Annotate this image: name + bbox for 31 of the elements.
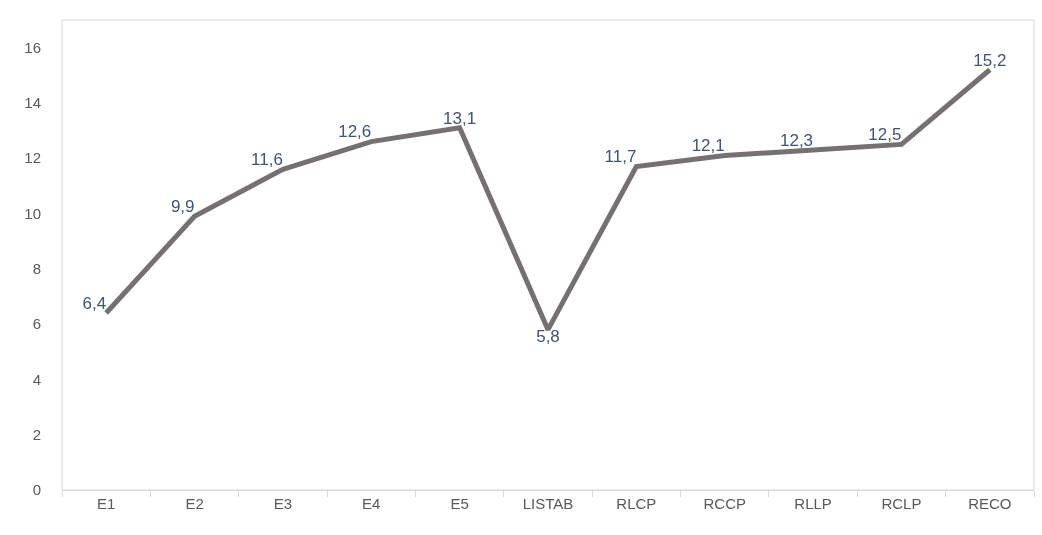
data-label: 11,6	[251, 150, 283, 170]
y-tick-label: 12	[24, 149, 41, 167]
data-label: 12,6	[338, 122, 372, 142]
y-tick-label: 4	[32, 370, 41, 388]
y-tick-label: 16	[24, 38, 41, 56]
data-label: 6,4	[82, 293, 107, 313]
data-label: 5,8	[536, 327, 560, 347]
x-tick-label: RLLP	[794, 495, 832, 512]
y-tick-label: 0	[32, 481, 41, 499]
data-label: 13,1	[443, 108, 477, 128]
x-tick-label: E4	[362, 495, 381, 512]
data-label: 11,7	[604, 147, 637, 167]
x-tick-label: RCCP	[703, 495, 746, 512]
x-tick-label: E1	[97, 495, 116, 512]
x-tick-label: RLCP	[616, 495, 657, 512]
data-label: 15,2	[973, 50, 1007, 70]
x-tick-label: LISTAB	[522, 495, 574, 512]
data-label: 12,5	[868, 125, 902, 145]
x-tick-label: RECO	[968, 495, 1012, 512]
data-label: 9,9	[170, 197, 195, 217]
data-label: 12,1	[691, 136, 725, 156]
y-tick-label: 10	[24, 204, 41, 222]
y-tick-label: 2	[32, 425, 41, 443]
y-tick-label: 14	[24, 94, 41, 112]
data-label: 12,3	[780, 130, 814, 150]
y-tick-label: 6	[32, 315, 41, 333]
x-tick-label: RCLP	[881, 495, 922, 512]
x-tick-label: E3	[273, 495, 293, 512]
y-tick-label: 8	[32, 260, 41, 278]
x-tick-label: E2	[185, 495, 204, 512]
x-tick-label: E5	[450, 495, 469, 512]
